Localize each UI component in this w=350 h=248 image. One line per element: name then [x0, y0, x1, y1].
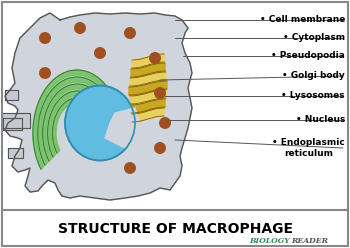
Text: BIOLOGY: BIOLOGY	[250, 237, 290, 245]
Polygon shape	[131, 63, 165, 77]
Polygon shape	[132, 108, 164, 122]
Text: • Nucleus: • Nucleus	[296, 116, 345, 124]
Polygon shape	[132, 54, 164, 68]
Text: • Lysosomes: • Lysosomes	[281, 92, 345, 100]
Polygon shape	[5, 90, 18, 100]
Text: • Cell membrane: • Cell membrane	[260, 15, 345, 25]
Polygon shape	[38, 77, 114, 165]
Circle shape	[39, 67, 51, 79]
Polygon shape	[105, 108, 140, 148]
Circle shape	[124, 162, 136, 174]
Polygon shape	[130, 72, 166, 86]
Polygon shape	[131, 99, 165, 113]
Polygon shape	[43, 84, 110, 161]
Polygon shape	[33, 70, 119, 169]
Circle shape	[154, 87, 166, 99]
Polygon shape	[48, 91, 105, 157]
Text: • Pseudopodia: • Pseudopodia	[271, 52, 345, 61]
Circle shape	[154, 142, 166, 154]
Circle shape	[149, 52, 161, 64]
Circle shape	[39, 32, 51, 44]
Circle shape	[74, 22, 86, 34]
Text: • Golgi body: • Golgi body	[282, 71, 345, 81]
Polygon shape	[3, 118, 22, 130]
Polygon shape	[8, 148, 23, 158]
Circle shape	[94, 47, 106, 59]
Polygon shape	[130, 90, 166, 104]
Circle shape	[124, 27, 136, 39]
Circle shape	[159, 117, 171, 129]
Polygon shape	[52, 98, 100, 153]
Text: READER: READER	[292, 237, 329, 245]
Text: • Endoplasmic
reticulum: • Endoplasmic reticulum	[272, 138, 345, 158]
Text: STRUCTURE OF MACROPHAGE: STRUCTURE OF MACROPHAGE	[57, 222, 293, 236]
Polygon shape	[2, 113, 30, 128]
Ellipse shape	[65, 86, 135, 160]
Text: • Cytoplasm: • Cytoplasm	[283, 33, 345, 42]
Polygon shape	[5, 13, 192, 200]
Polygon shape	[129, 81, 167, 95]
